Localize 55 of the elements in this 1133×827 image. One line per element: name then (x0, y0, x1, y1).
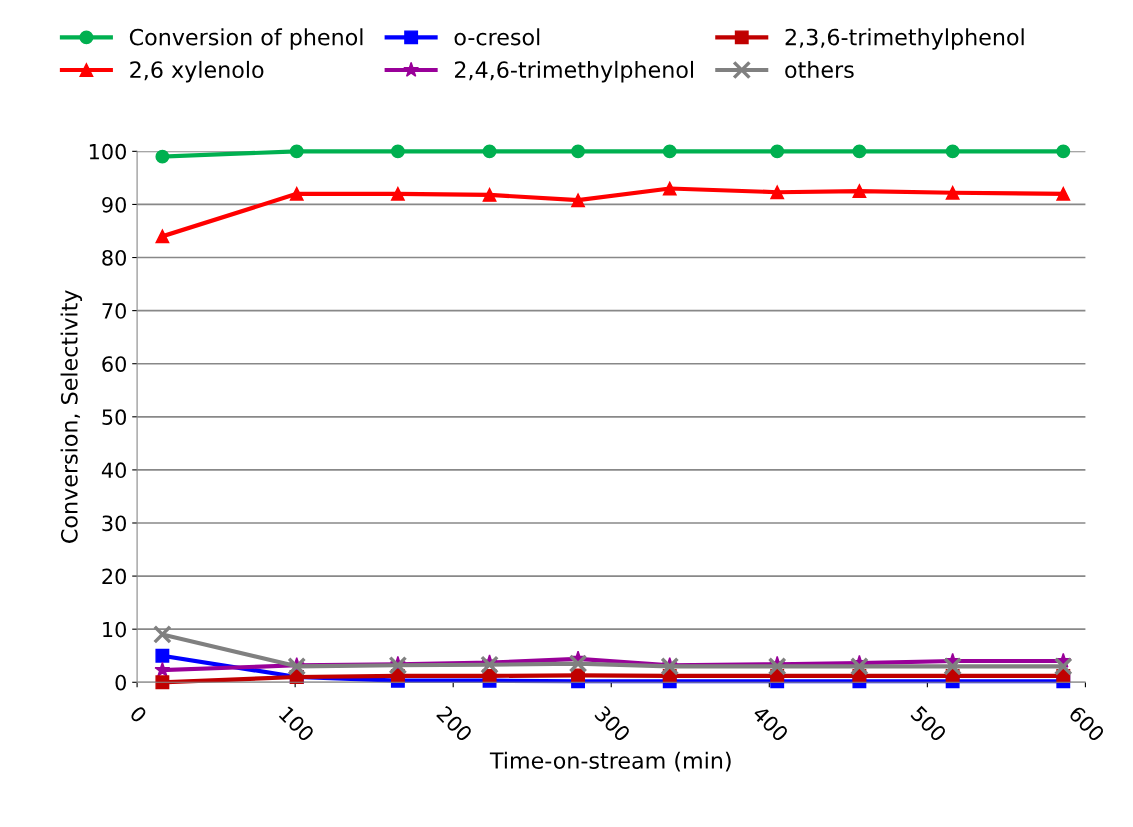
point (571, 193, 586, 208)
point (770, 144, 785, 159)
point (1053, 656, 1073, 676)
point (945, 185, 960, 200)
point (155, 229, 170, 244)
point (662, 144, 677, 159)
y-tick-label: 20 (102, 568, 126, 585)
point (852, 144, 867, 159)
point (852, 184, 867, 199)
legend-label: 2,3,6-trimethylphenol (785, 28, 1024, 50)
x-tick-label: 200 (435, 705, 474, 743)
point (289, 186, 304, 201)
y-tick-label: 10 (103, 621, 126, 638)
y-tick-label: 100 (89, 143, 126, 160)
x-tick-label: 0 (129, 705, 148, 724)
point (568, 654, 588, 674)
y-tick-label: 30 (102, 515, 126, 532)
y-tick-label: 60 (102, 356, 126, 372)
x-tick-label: 100 (278, 705, 316, 743)
legend-label: o-cresol (454, 28, 540, 46)
x-axis-title: Time-on-stream (min) (489, 751, 731, 772)
point (390, 144, 405, 159)
point (1056, 186, 1071, 201)
y-tick-label: 80 (102, 249, 126, 266)
point (155, 648, 170, 663)
x-tick-label: 500 (910, 705, 948, 743)
y-tick-label: 0 (115, 674, 126, 691)
point (155, 675, 170, 690)
point (390, 186, 405, 201)
point (943, 656, 963, 676)
point (571, 144, 586, 159)
y-tick-label: 90 (102, 196, 126, 213)
point (945, 144, 960, 159)
point (482, 187, 497, 202)
legend-label: 2,4,6-trimethylphenol (454, 60, 694, 83)
point (662, 181, 677, 196)
y-tick-label: 50 (102, 409, 126, 426)
point (289, 144, 304, 159)
y-tick-label: 70 (102, 303, 126, 319)
point (850, 656, 869, 676)
point (480, 655, 499, 675)
legend-label: others (785, 60, 854, 79)
y-tick-label: 40 (101, 462, 126, 479)
point (1056, 144, 1071, 159)
x-tick-label: 400 (751, 704, 790, 743)
point (482, 144, 497, 159)
x-tick-label: 600 (1068, 705, 1106, 743)
legend-label: 2,6 xylenolo (130, 60, 264, 83)
point (153, 625, 172, 644)
point (154, 661, 171, 677)
point (155, 149, 170, 164)
point (770, 185, 785, 200)
legend-label: Conversion of phenol (129, 28, 363, 50)
y-axis-title: Conversion, Selectivity (60, 290, 83, 543)
x-tick-label: 300 (594, 705, 632, 743)
